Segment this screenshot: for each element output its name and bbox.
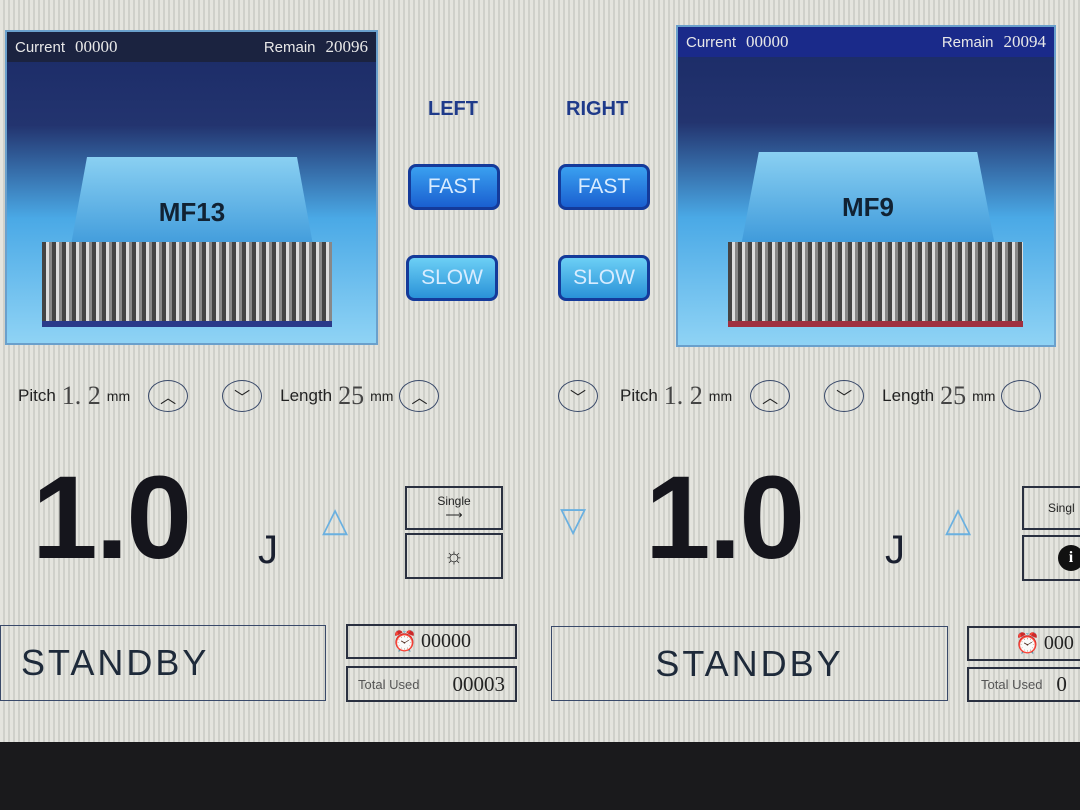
right-cartridge-panel: Current 00000 Remain 20094 MF9 <box>676 25 1056 347</box>
mode-label: Single <box>437 494 471 508</box>
chevron-down-icon: ﹀ <box>836 390 853 407</box>
pitch-down-button[interactable]: ﹀ <box>558 380 598 412</box>
left-timer-display: ⏰ 00000 <box>346 624 517 659</box>
length-unit: mm <box>370 388 394 404</box>
chevron-up-icon: ︿ <box>762 390 779 407</box>
left-fast-button[interactable]: FAST <box>408 164 500 210</box>
left-total-used-display: Total Used 00003 <box>346 666 517 702</box>
timer-value: 00000 <box>420 630 471 652</box>
current-label: Current <box>15 38 66 56</box>
chevron-down-icon: ﹀ <box>234 390 251 407</box>
left-mode-button[interactable]: Single ⟶ <box>405 486 503 530</box>
right-slow-button[interactable]: SLOW <box>558 255 650 301</box>
length-label: Length <box>280 386 333 405</box>
left-slow-button[interactable]: SLOW <box>406 255 498 301</box>
length-value: 25 <box>940 381 967 410</box>
left-status-display: STANDBY <box>0 625 326 701</box>
left-energy-unit: J <box>258 528 278 572</box>
pitch-up-button[interactable]: ︿ <box>148 380 189 412</box>
pitch-value: 1. 2 <box>61 381 101 410</box>
right-tissue-image <box>728 242 1023 327</box>
pitch-label: Pitch <box>18 386 56 405</box>
chevron-up-icon: ︿ <box>160 390 177 407</box>
right-mode-button[interactable]: Singl <box>1022 486 1080 530</box>
info-icon: i <box>1058 545 1080 571</box>
total-used-value: 0 <box>1056 672 1067 696</box>
alarm-clock-icon: ⏰ <box>1015 633 1040 655</box>
left-settings-button[interactable]: ☼ <box>405 533 503 579</box>
left-energy-value: 1.0 <box>32 452 192 584</box>
length-label: Length <box>882 386 935 405</box>
pitch-up-button[interactable]: ︿ <box>750 380 791 412</box>
length-unit: mm <box>972 388 996 404</box>
pitch-value: 1. 2 <box>663 381 703 410</box>
touch-screen: Current 00000 Remain 20096 MF13 LEFT RIG… <box>0 0 1080 742</box>
pitch-label: Pitch <box>620 386 658 405</box>
total-used-label: Total Used <box>358 676 420 692</box>
current-count: 00000 <box>746 32 789 51</box>
timer-value: 000 <box>1043 632 1074 654</box>
right-energy-down-button[interactable]: ▽ <box>560 501 587 539</box>
right-fast-button[interactable]: FAST <box>558 164 650 210</box>
right-status-display: STANDBY <box>551 626 948 701</box>
right-counter-header: Current 00000 Remain 20094 <box>678 27 1054 57</box>
pitch-unit: mm <box>708 388 733 404</box>
chevron-up-icon: ︿ <box>411 390 428 407</box>
remain-count: 20094 <box>1003 32 1047 51</box>
left-side-label: LEFT <box>428 98 478 120</box>
pitch-down-button[interactable]: ﹀ <box>222 380 263 412</box>
remain-label: Remain <box>263 38 316 56</box>
length-down-button[interactable]: ﹀ <box>824 380 865 412</box>
current-count: 00000 <box>75 37 118 56</box>
right-energy-value: 1.0 <box>645 452 805 584</box>
right-total-used-display: Total Used 0 <box>967 667 1080 702</box>
pitch-unit: mm <box>106 388 131 404</box>
left-counter-header: Current 00000 Remain 20096 <box>7 32 376 62</box>
remain-count: 20096 <box>325 37 369 56</box>
left-cartridge-panel: Current 00000 Remain 20096 MF13 <box>5 30 378 345</box>
gear-icon: ☼ <box>443 543 465 568</box>
right-side-label: RIGHT <box>566 98 629 120</box>
chevron-down-icon: ﹀ <box>569 390 586 407</box>
alarm-clock-icon: ⏰ <box>392 631 417 653</box>
right-info-button[interactable]: i <box>1022 535 1080 581</box>
length-up-button[interactable]: ︿ <box>399 380 440 412</box>
left-parameter-row: Pitch 1. 2 mm ︿ ﹀ Length 25 mm ︿ <box>18 380 440 412</box>
total-used-value: 00003 <box>452 671 506 696</box>
remain-label: Remain <box>941 33 994 51</box>
right-timer-display: ⏰ 000 <box>967 626 1080 661</box>
left-energy-up-button[interactable]: △ <box>322 501 349 539</box>
mode-label: Singl <box>1048 501 1075 515</box>
length-value: 25 <box>338 381 365 410</box>
left-tissue-image <box>42 242 332 327</box>
length-up-button[interactable] <box>1001 380 1042 412</box>
arrow-right-icon: ⟶ <box>445 508 463 522</box>
current-label: Current <box>686 33 737 51</box>
right-energy-up-button[interactable]: △ <box>945 501 972 539</box>
right-energy-unit: J <box>885 528 905 572</box>
total-used-label: Total Used <box>981 677 1043 692</box>
right-parameter-row: ﹀ Pitch 1. 2 mm ︿ ﹀ Length 25 mm <box>558 380 1042 412</box>
